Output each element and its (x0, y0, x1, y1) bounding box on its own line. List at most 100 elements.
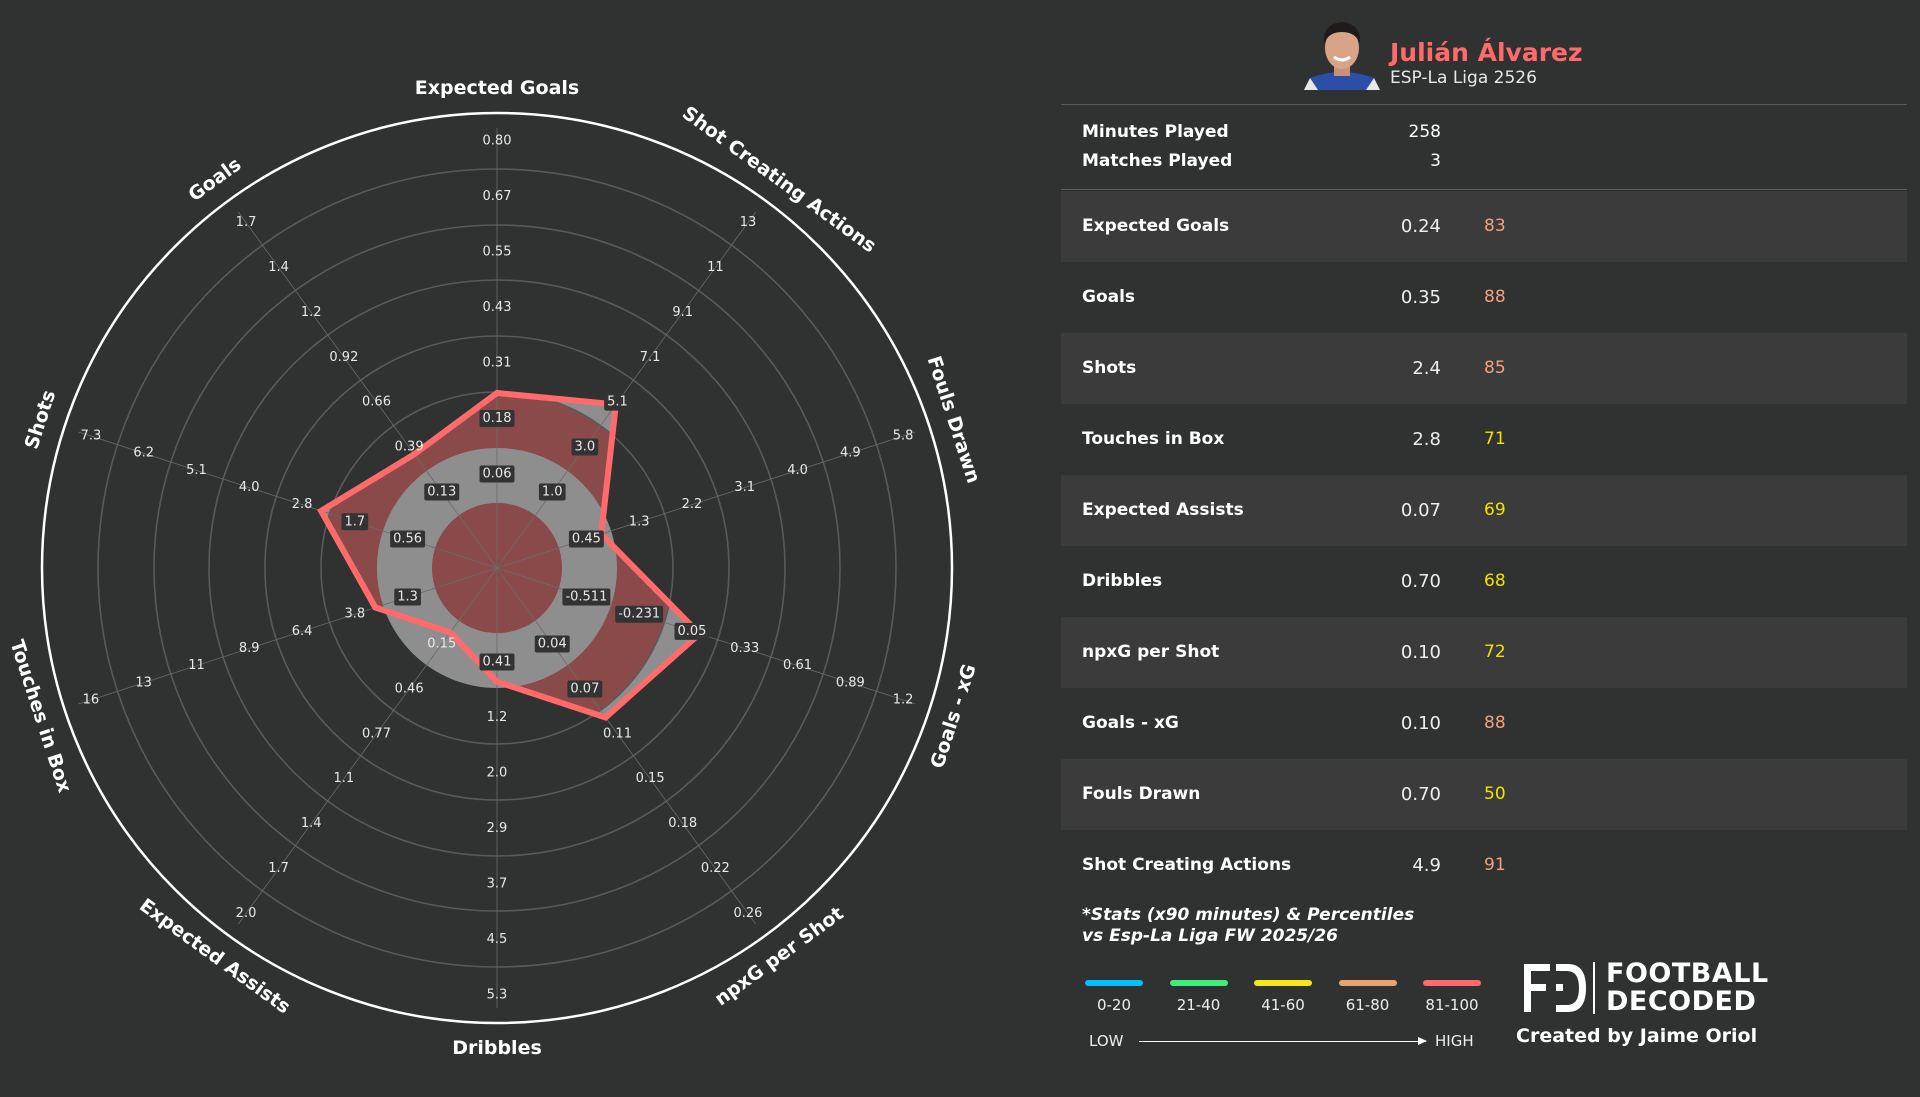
tick-label-box (568, 530, 604, 548)
football-decoded-logo: FOOTBALL DECODED (1520, 960, 1780, 1016)
tick-label-group: 0.33 (730, 641, 759, 656)
axis-label: Expected Assists (135, 894, 294, 1018)
tick-label-group: 9.1 (672, 305, 693, 320)
tick-label: 0.07 (570, 681, 599, 696)
tick-label-group: 0.56 (390, 530, 426, 548)
player-name: Julián Álvarez (1390, 38, 1583, 67)
tick-label-box (674, 622, 710, 640)
legend-item: 0-20 (1074, 980, 1154, 1014)
tick-label: 11 (188, 658, 205, 673)
stat-row: Shots 2.4 85 (1061, 333, 1907, 404)
tick-label: 4.5 (487, 932, 508, 947)
axis-spoke (78, 431, 498, 569)
tick-label: 0.26 (734, 906, 763, 921)
axis-spoke (496, 211, 756, 569)
tick-label-group: 0.41 (479, 653, 515, 671)
tick-label: 2.0 (487, 766, 508, 781)
tick-label: 2.0 (236, 906, 257, 921)
tick-label-group: 2.8 (292, 497, 313, 512)
tick-label-box (424, 483, 460, 501)
stat-percentile: 91 (1484, 855, 1506, 875)
axis-spoke (496, 431, 916, 569)
meta-value: 258 (1408, 122, 1441, 142)
tick-label: 0.43 (483, 300, 512, 315)
tick-label: 1.7 (344, 514, 365, 529)
tick-label: 1.4 (268, 260, 289, 275)
tick-label: 0.39 (395, 440, 424, 455)
tick-label-box (390, 530, 426, 548)
player-competition: ESP-La Liga 2526 (1390, 68, 1537, 88)
tick-label-group: 8.9 (239, 641, 260, 656)
tick-label-group: 13 (135, 675, 152, 690)
tick-label-group: 1.2 (893, 692, 914, 707)
tick-label: 0.45 (572, 531, 601, 546)
tick-label-group: 2.2 (682, 497, 703, 512)
tick-label: 1.7 (236, 215, 257, 230)
logo-separator (1593, 962, 1595, 1014)
tick-label: 6.2 (133, 446, 154, 461)
tick-label-group: 0.18 (479, 410, 515, 427)
tick-label-box (394, 588, 421, 606)
tick-label: 0.18 (668, 816, 697, 831)
tick-label: 4.0 (239, 480, 260, 495)
tick-label-group: 5.3 (487, 988, 508, 1003)
legend-swatch (1338, 980, 1397, 986)
tick-label: 7.1 (640, 350, 661, 365)
stats-note: *Stats (x90 minutes) & Percentiles vs Es… (1082, 905, 1414, 947)
tick-label-group: 0.66 (362, 395, 391, 410)
stat-percentile: 68 (1484, 571, 1506, 591)
legend-swatch (1423, 980, 1481, 986)
tick-label-group: 0.45 (568, 530, 604, 548)
tick-label-group: 1.2 (301, 305, 322, 320)
tick-label: 5.1 (607, 395, 628, 410)
tick-label-group: 7.1 (640, 350, 661, 365)
stat-value: 0.07 (1400, 500, 1441, 521)
tick-label-group: 0.06 (479, 465, 515, 483)
stat-row: Shot Creating Actions 4.9 91 (1061, 830, 1907, 901)
legend-high: HIGH (1435, 1032, 1474, 1050)
tick-label-group: 0.39 (395, 440, 424, 455)
legend-label: 21-40 (1176, 996, 1221, 1014)
axis-label: Goals (184, 153, 245, 206)
stat-value: 0.10 (1400, 642, 1441, 663)
minutes-played-row: Minutes Played 258 (1061, 122, 1907, 150)
tick-label-box (615, 605, 664, 623)
stat-value: 2.4 (1412, 358, 1441, 379)
tick-label: -0.231 (618, 607, 660, 622)
logo-line-1: FOOTBALL (1606, 958, 1769, 989)
stat-percentile: 88 (1484, 287, 1506, 307)
tick-label-group: 1.3 (629, 514, 650, 529)
tick-label: 0.33 (730, 641, 759, 656)
tick-label-group: 1.7 (236, 215, 257, 230)
tick-label: 3.7 (487, 877, 508, 892)
fd-logo-icon (1524, 964, 1586, 1012)
stat-percentile: 88 (1484, 713, 1506, 733)
tick-label: 0.15 (636, 771, 665, 786)
logo-line-2: DECODED (1606, 986, 1757, 1017)
meta-label: Minutes Played (1082, 122, 1229, 142)
tick-label-group: 2.0 (236, 906, 257, 921)
tick-label-box (567, 680, 603, 698)
tick-label: 0.22 (701, 861, 730, 876)
divider (1061, 189, 1907, 190)
meta-label: Matches Played (1082, 151, 1233, 171)
stat-label: Fouls Drawn (1082, 784, 1201, 804)
stat-label: Touches in Box (1082, 429, 1225, 449)
legend-item: 41-60 (1243, 980, 1323, 1014)
tick-label-box (538, 483, 566, 501)
axis-label: Shots (21, 387, 61, 451)
tick-label: 0.56 (393, 531, 422, 546)
axis-spoke (238, 567, 498, 925)
stat-row: npxG per Shot 0.10 72 (1061, 617, 1907, 688)
divider (1061, 104, 1907, 105)
legend-label: 81-100 (1425, 996, 1479, 1014)
tick-label: 5.1 (186, 463, 207, 478)
tick-label-group: 0.89 (836, 675, 865, 690)
axis-label: Shot Creating Actions (678, 102, 880, 257)
stat-label: npxG per Shot (1082, 642, 1220, 662)
stat-row: Fouls Drawn 0.70 50 (1061, 759, 1907, 830)
tick-label: -0.511 (565, 590, 607, 605)
tick-label-group: 4.0 (239, 480, 260, 495)
tick-label: 9.1 (672, 305, 693, 320)
tick-label-group: 0.92 (329, 350, 358, 365)
